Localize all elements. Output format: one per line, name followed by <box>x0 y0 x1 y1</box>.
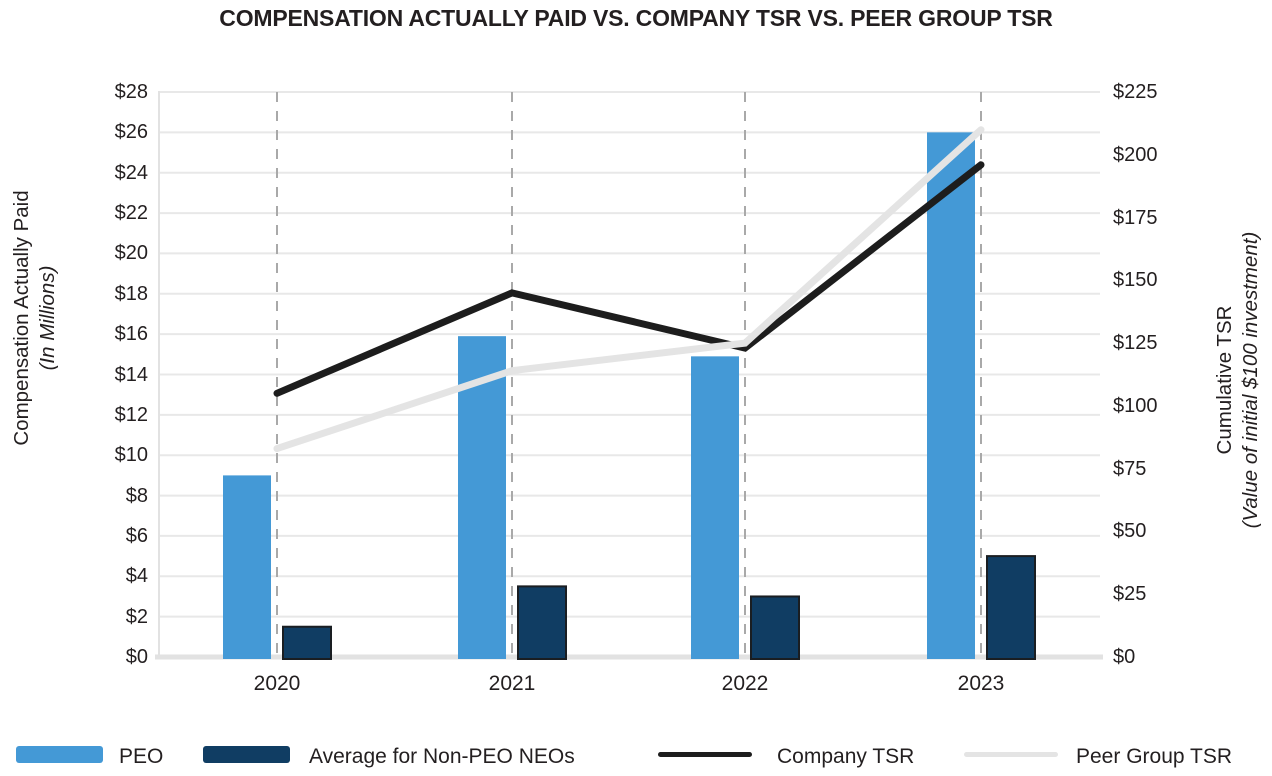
bar-non-peo-2021 <box>517 585 567 660</box>
bar-peo-2022 <box>691 356 739 659</box>
chart-title: COMPENSATION ACTUALLY PAID VS. COMPANY T… <box>219 5 1053 31</box>
left-axis-tick: $24 <box>114 161 148 184</box>
left-axis-tick: $2 <box>125 605 148 628</box>
right-axis-tick: $0 <box>1113 646 1136 668</box>
left-axis-tick: $14 <box>114 363 148 386</box>
right-axis-subtitle: (Value of initial $100 investment) <box>1239 231 1262 529</box>
legend-swatch-peer-tsr <box>964 752 1058 757</box>
right-axis-tick: $175 <box>1113 206 1158 229</box>
left-axis-tick: $12 <box>114 403 148 426</box>
right-axis-tick: $75 <box>1113 457 1147 480</box>
bar-non-peo-2020 <box>282 625 332 660</box>
legend-swatch-non-peo <box>203 746 290 763</box>
legend-label-non-peo: Average for Non-PEO NEOs <box>309 745 575 768</box>
left-axis-tick: $22 <box>114 202 148 225</box>
company-tsr-line <box>273 161 985 397</box>
legend-swatch-company-tsr <box>658 752 752 757</box>
bar-non-peo-2023 <box>986 555 1036 660</box>
peer-group-tsr-line <box>273 126 985 453</box>
legend-label-peo: PEO <box>119 745 164 768</box>
left-axis-tick: $16 <box>114 323 148 346</box>
right-axis-tick: $25 <box>1113 583 1147 606</box>
right-axis-tick: $125 <box>1113 332 1158 355</box>
x-axis-label: 2021 <box>488 672 536 695</box>
left-axis-tick: $8 <box>125 484 148 507</box>
left-axis-tick: $10 <box>114 444 148 467</box>
left-axis-tick: $26 <box>114 121 148 144</box>
left-axis-title: Compensation Actually Paid (In Millions) <box>9 190 61 445</box>
right-axis-tick: $200 <box>1113 143 1158 166</box>
left-axis-tick: $0 <box>125 646 148 668</box>
right-axis-title-text: Cumulative TSR <box>1213 305 1236 455</box>
legend-label-company-tsr: Company TSR <box>777 745 915 768</box>
x-axis-label: 2022 <box>721 672 769 695</box>
left-axis-tick: $28 <box>114 81 148 103</box>
left-axis-tick: $18 <box>114 282 148 305</box>
left-axis-tick: $4 <box>125 565 148 588</box>
right-axis-title: Cumulative TSR (Value of initial $100 in… <box>1212 232 1264 529</box>
legend-swatch-peo <box>16 746 103 763</box>
bar-non-peo-2022 <box>750 595 800 661</box>
x-axis-label: 2020 <box>253 672 301 695</box>
right-axis-tick: $50 <box>1113 520 1147 543</box>
legend-label-peer-tsr: Peer Group TSR <box>1076 745 1233 768</box>
bar-peo-2023 <box>927 132 975 659</box>
left-axis-tick: $6 <box>125 524 148 547</box>
left-axis-subtitle: (In Millions) <box>36 265 59 371</box>
x-axis-label: 2023 <box>957 672 1005 695</box>
left-axis-tick: $20 <box>114 242 148 265</box>
bar-peo-2021 <box>458 336 506 659</box>
right-axis-tick: $100 <box>1113 394 1158 417</box>
bar-peo-2020 <box>223 475 271 659</box>
left-axis-title-text: Compensation Actually Paid <box>10 190 33 446</box>
right-axis-tick: $225 <box>1113 81 1158 103</box>
legend: PEO Average for Non-PEO NEOs Company TSR… <box>0 738 1272 776</box>
right-axis-tick: $150 <box>1113 269 1158 292</box>
